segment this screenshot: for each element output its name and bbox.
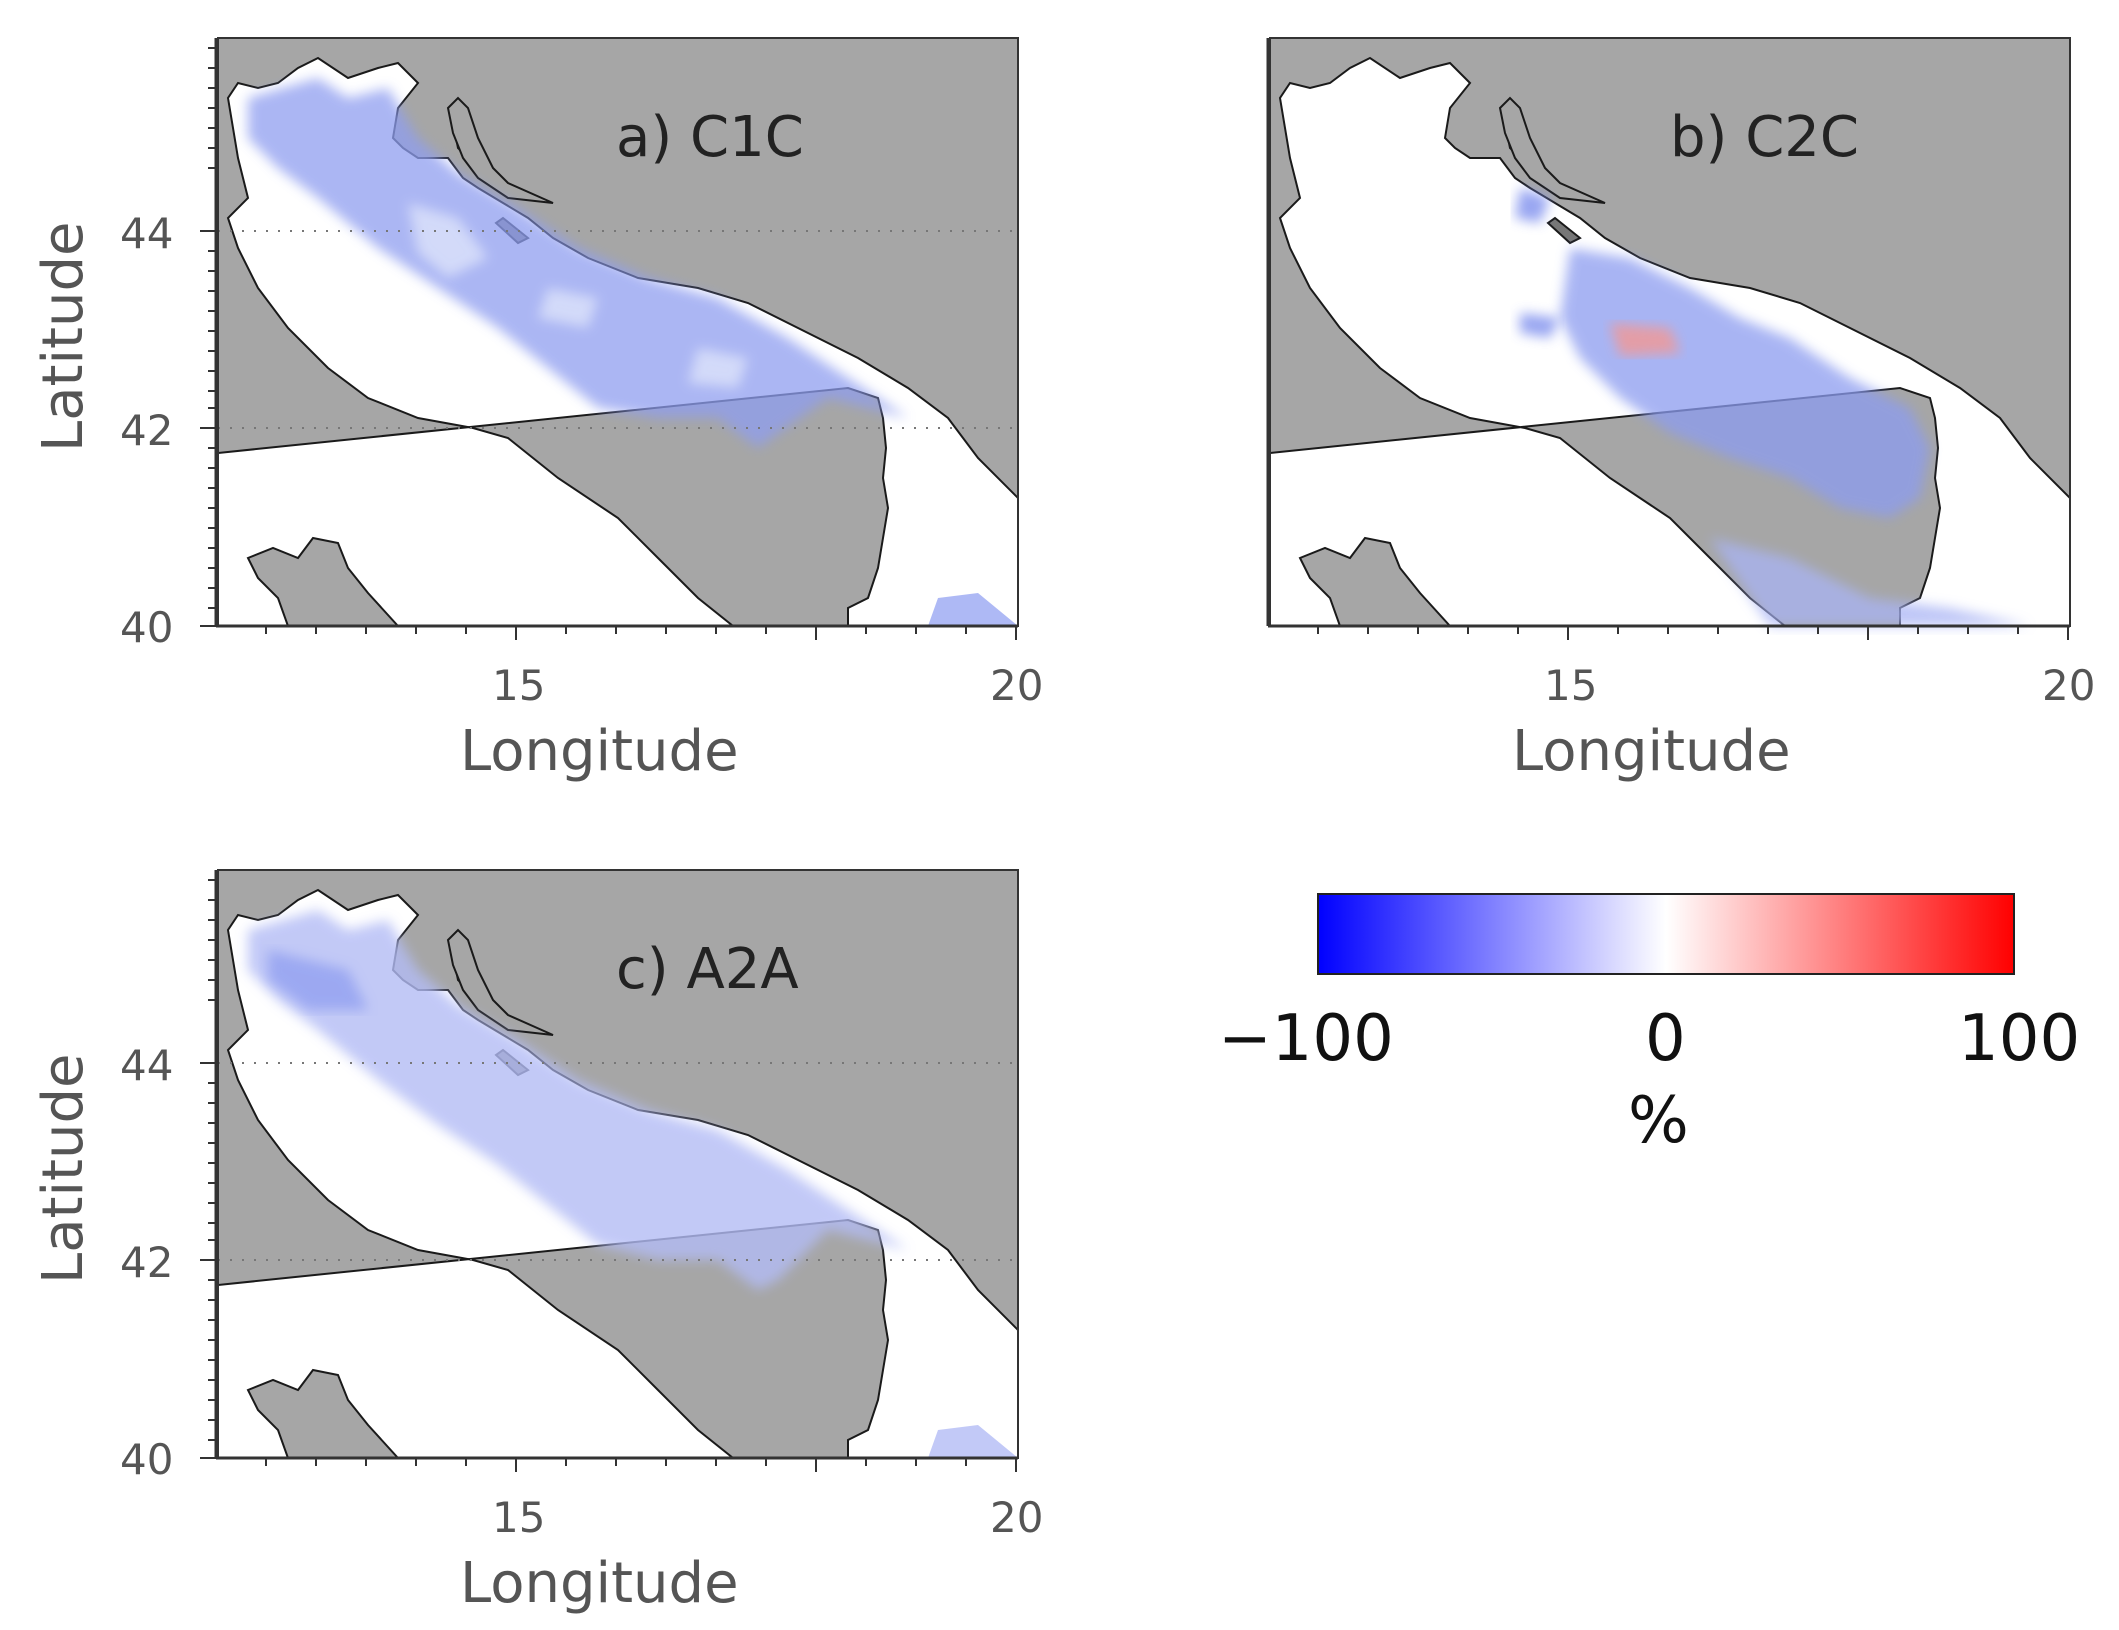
colorbar-mid-label: 0 <box>1645 1002 1686 1076</box>
y-tick-label-42: 42 <box>120 1238 173 1287</box>
x-tick-label-20: 20 <box>990 1493 1043 1542</box>
anomaly-field <box>1560 248 1930 518</box>
x-ticks <box>265 626 1017 640</box>
y-tick-label-40: 40 <box>120 1435 173 1484</box>
x-ticks <box>1317 626 2069 640</box>
y-tick-label-40: 40 <box>120 603 173 652</box>
x-axis-title: Longitude <box>460 719 739 784</box>
y-tick-label-42: 42 <box>120 406 173 455</box>
anomaly-corner <box>928 593 1018 626</box>
colorbar-min-label: −100 <box>1218 1002 1394 1076</box>
colorbar: −100 0 100 % <box>1218 893 2080 1158</box>
y-axis-title: Latitude <box>31 222 96 452</box>
panel-b: b) C2C <box>1269 37 2071 627</box>
anomaly-field <box>248 78 908 448</box>
y-tick-label-44: 44 <box>120 209 173 258</box>
anomaly-field <box>248 910 908 1290</box>
y-minor-ticks <box>200 879 216 1459</box>
colorbar-gradient <box>1317 893 2015 975</box>
panel-title: c) A2A <box>616 937 799 1002</box>
colorbar-max-label: 100 <box>1958 1002 2080 1076</box>
colorbar-unit: % <box>1628 1084 1689 1158</box>
anomaly-light <box>408 203 748 388</box>
anomaly-north <box>268 950 368 1010</box>
panel-c: c) A2A <box>217 869 1019 1459</box>
anomaly-north <box>1515 188 1560 338</box>
x-ticks <box>265 1458 1017 1472</box>
x-tick-label-15: 15 <box>492 1493 545 1542</box>
anomaly-corner <box>928 1425 1018 1458</box>
y-axis-title: Latitude <box>31 1054 96 1284</box>
x-axis-title: Longitude <box>460 1551 739 1616</box>
panel-title: b) C2C <box>1670 105 1859 170</box>
peninsula <box>446 928 554 1036</box>
x-tick-label-20: 20 <box>990 661 1043 710</box>
panel-b-axes: 15 20 Longitude <box>1266 38 2095 784</box>
x-axis-title: Longitude <box>1512 719 1791 784</box>
panel-c-axes: 44 42 40 15 20 Longitude Latitude <box>31 870 1043 1616</box>
y-minor-ticks <box>200 47 216 627</box>
x-tick-label-15: 15 <box>1544 661 1597 710</box>
y-tick-label-44: 44 <box>120 1041 173 1090</box>
panel-a-axes: 44 42 40 15 20 Longitude Latitude <box>31 38 1043 784</box>
panel-a: a) C1C <box>217 37 1019 627</box>
anomaly-south <box>1710 538 2030 626</box>
x-tick-label-15: 15 <box>492 661 545 710</box>
x-tick-label-20: 20 <box>2042 661 2095 710</box>
positive-anomaly <box>1610 323 1680 356</box>
panel-title: a) C1C <box>616 105 804 170</box>
peninsula <box>446 96 554 204</box>
peninsula <box>1498 96 1606 204</box>
